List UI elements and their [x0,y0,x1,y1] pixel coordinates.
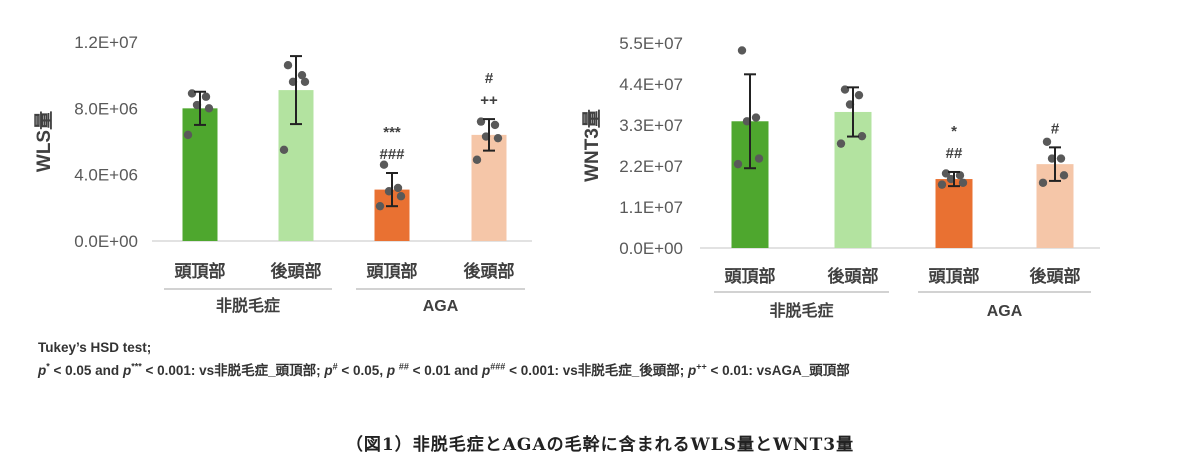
data-point [754,154,764,163]
data-point [379,160,389,169]
bar [471,134,507,241]
data-point [472,155,482,164]
category-label: 後頭部 [828,266,879,286]
y-tick-label: 0.0E+00 [74,232,138,251]
y-tick-label: 4.0E+06 [74,166,138,185]
data-point [955,171,965,180]
y-tick-label: 5.5E+07 [619,34,683,53]
category-label: 頭頂部 [929,266,980,286]
group-label: 非脱毛症 [769,301,833,320]
y-tick-label: 0.0E+00 [619,239,683,258]
group-label: AGA [423,298,459,315]
category-label: 頭頂部 [367,261,418,281]
significance-mark: * [951,123,957,140]
bar [182,108,218,241]
figure-caption: （図1）非脱毛症とAGAの毛幹に含まれるWLS量とWNT3量 [345,435,855,455]
significance-mark: # [1051,120,1060,137]
y-tick-label: 1.1E+07 [619,198,683,217]
significance-mark: ++ [480,92,498,109]
y-tick-label: 1.2E+07 [74,33,138,52]
data-point [737,46,747,55]
data-point [279,145,289,154]
data-point [958,178,968,187]
data-point [937,180,947,189]
category-label: 後頭部 [464,261,515,281]
y-axis-label: WLS量 [33,111,55,172]
y-axis-label: WNT3量 [581,109,603,182]
y-tick-label: 2.2E+07 [619,157,683,176]
data-point [283,61,293,70]
y-tick-label: 4.4E+07 [619,75,683,94]
significance-mark: ## [946,145,963,162]
data-point [1056,154,1066,163]
category-label: 頭頂部 [175,261,226,281]
category-label: 後頭部 [1030,266,1081,286]
group-label: 非脱毛症 [216,296,280,315]
data-point [857,131,867,141]
data-point [204,104,214,113]
data-point [187,89,197,98]
significance-mark: *** [383,124,401,141]
data-point [1059,171,1069,180]
data-point [201,92,211,101]
data-point [490,120,500,130]
data-point [396,192,406,201]
y-tick-label: 3.3E+07 [619,116,683,135]
data-point [183,130,193,140]
footnote-test: Tukey’s HSD test; [38,340,152,355]
group-label: AGA [987,303,1023,320]
category-label: 後頭部 [271,261,322,281]
category-label: 頭頂部 [725,266,776,286]
data-point [751,113,761,122]
data-point [1042,137,1052,146]
data-point [1038,178,1048,187]
data-point [854,90,864,100]
footnote-significance: p* < 0.05 and p*** < 0.001: vs非脱毛症_頭頂部; … [38,361,850,379]
significance-mark: ### [379,146,405,163]
data-point [393,183,403,193]
y-tick-label: 8.0E+06 [74,99,138,118]
bar [935,179,973,248]
data-point [493,133,503,143]
data-point [375,201,385,211]
significance-mark: # [485,70,494,87]
data-point [297,70,307,80]
data-point [300,77,310,87]
data-point [733,159,743,169]
data-point [836,139,846,148]
